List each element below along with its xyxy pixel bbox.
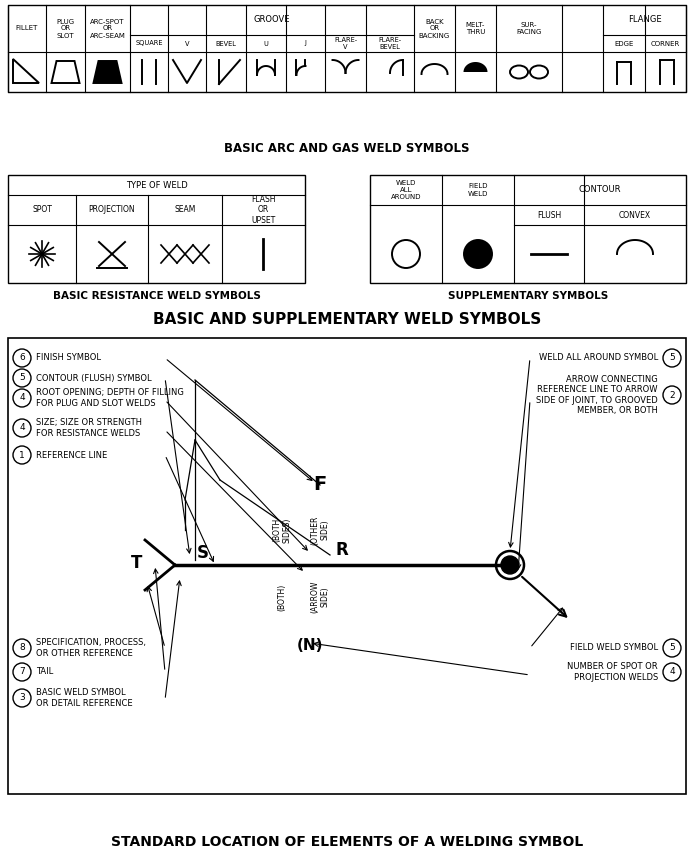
Polygon shape [464, 62, 487, 72]
Text: ARROW CONNECTING
REFERENCE LINE TO ARROW
SIDE OF JOINT, TO GROOVED
MEMBER, OR BO: ARROW CONNECTING REFERENCE LINE TO ARROW… [536, 375, 658, 415]
Text: S: S [197, 544, 209, 562]
Text: EDGE: EDGE [614, 41, 634, 47]
Text: BACK
OR
BACKING: BACK OR BACKING [419, 18, 450, 39]
Text: FIELD
WELD: FIELD WELD [468, 183, 488, 196]
Text: T: T [131, 554, 143, 572]
Bar [370, 175, 686, 283]
Text: 4: 4 [19, 423, 25, 433]
Text: BASIC WELD SYMBOL
OR DETAIL REFERENCE: BASIC WELD SYMBOL OR DETAIL REFERENCE [36, 689, 133, 708]
Text: J: J [305, 41, 307, 47]
Text: 8: 8 [19, 644, 25, 652]
Text: SPECIFICATION, PROCESS,
OR OTHER REFERENCE: SPECIFICATION, PROCESS, OR OTHER REFEREN… [36, 638, 146, 658]
Bar [8, 338, 686, 794]
Text: TYPE OF WELD: TYPE OF WELD [126, 181, 187, 189]
Text: GROOVE: GROOVE [254, 16, 290, 24]
Polygon shape [94, 61, 121, 83]
Text: SPOT: SPOT [32, 206, 52, 214]
Text: 1: 1 [19, 450, 25, 460]
Text: (BOTH): (BOTH) [278, 583, 287, 611]
Text: PROJECTION: PROJECTION [89, 206, 135, 214]
Text: 7: 7 [19, 668, 25, 677]
Text: BEVEL: BEVEL [216, 41, 237, 47]
Bar [8, 175, 305, 283]
Text: SIZE; SIZE OR STRENGTH
FOR RESISTANCE WELDS: SIZE; SIZE OR STRENGTH FOR RESISTANCE WE… [36, 418, 142, 438]
Circle shape [501, 556, 519, 574]
Text: ARC-SPOT
OR
ARC-SEAM: ARC-SPOT OR ARC-SEAM [90, 18, 126, 39]
Text: WELD
ALL
AROUND: WELD ALL AROUND [391, 180, 421, 200]
Text: FINISH SYMBOL: FINISH SYMBOL [36, 353, 101, 363]
Text: CONVEX: CONVEX [619, 211, 651, 219]
Text: (N): (N) [297, 638, 323, 652]
Text: 4: 4 [669, 668, 675, 677]
Text: FLANGE: FLANGE [627, 16, 661, 24]
Text: PLUG
OR
SLOT: PLUG OR SLOT [56, 18, 74, 39]
Text: SEAM: SEAM [174, 206, 196, 214]
Text: TAIL: TAIL [36, 668, 53, 677]
Text: 3: 3 [19, 694, 25, 702]
Text: NUMBER OF SPOT OR
PROJECTION WELDS: NUMBER OF SPOT OR PROJECTION WELDS [568, 663, 658, 682]
Text: (BOTH
SIDES): (BOTH SIDES) [272, 518, 291, 543]
Text: 5: 5 [669, 353, 675, 363]
Text: STANDARD LOCATION OF ELEMENTS OF A WELDING SYMBOL: STANDARD LOCATION OF ELEMENTS OF A WELDI… [111, 835, 583, 849]
Text: 2: 2 [669, 391, 675, 399]
Text: R: R [336, 541, 348, 559]
Text: 6: 6 [19, 353, 25, 363]
Text: WELD ALL AROUND SYMBOL: WELD ALL AROUND SYMBOL [539, 353, 658, 363]
Text: (OTHER
SIDE): (OTHER SIDE) [310, 515, 330, 544]
Text: 4: 4 [19, 393, 25, 403]
Text: FLARE-
BEVEL: FLARE- BEVEL [378, 37, 402, 50]
Text: V: V [185, 41, 189, 47]
Text: CONTOUR (FLUSH) SYMBOL: CONTOUR (FLUSH) SYMBOL [36, 373, 151, 383]
Text: 5: 5 [19, 373, 25, 383]
Text: (ARROW
SIDE): (ARROW SIDE) [310, 581, 330, 613]
Bar [8, 5, 686, 92]
Text: BASIC AND SUPPLEMENTARY WELD SYMBOLS: BASIC AND SUPPLEMENTARY WELD SYMBOLS [153, 313, 541, 327]
Text: U: U [264, 41, 269, 47]
Text: F: F [314, 475, 327, 494]
Text: 5: 5 [669, 644, 675, 652]
Text: FIELD WELD SYMBOL: FIELD WELD SYMBOL [570, 644, 658, 652]
Text: SQUARE: SQUARE [135, 41, 163, 47]
Text: SUR-
FACING: SUR- FACING [516, 22, 542, 35]
Text: SUPPLEMENTARY SYMBOLS: SUPPLEMENTARY SYMBOLS [448, 291, 608, 301]
Text: MELT-
THRU: MELT- THRU [466, 22, 485, 35]
Text: FILLET: FILLET [16, 26, 38, 31]
Text: REFERENCE LINE: REFERENCE LINE [36, 450, 108, 460]
Text: FLASH
OR
UPSET: FLASH OR UPSET [251, 195, 276, 225]
Text: CORNER: CORNER [651, 41, 680, 47]
Text: ROOT OPENING; DEPTH OF FILLING
FOR PLUG AND SLOT WELDS: ROOT OPENING; DEPTH OF FILLING FOR PLUG … [36, 388, 184, 408]
Text: BASIC ARC AND GAS WELD SYMBOLS: BASIC ARC AND GAS WELD SYMBOLS [224, 142, 470, 155]
Circle shape [464, 240, 492, 268]
Text: CONTOUR: CONTOUR [579, 186, 621, 194]
Text: FLARE-
V: FLARE- V [334, 37, 357, 50]
Text: FLUSH: FLUSH [537, 211, 561, 219]
Text: BASIC RESISTANCE WELD SYMBOLS: BASIC RESISTANCE WELD SYMBOLS [53, 291, 260, 301]
